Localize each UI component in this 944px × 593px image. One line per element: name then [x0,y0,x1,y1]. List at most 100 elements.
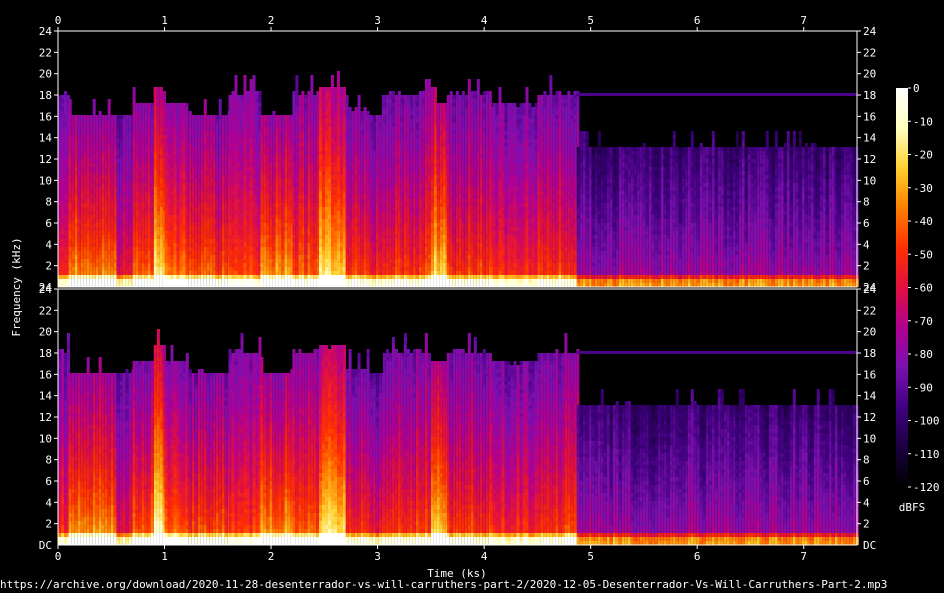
y-tick-label-left: 4 [45,238,52,251]
x-tick-label-bottom: 4 [481,550,488,563]
channel-1-segment [447,79,492,287]
channel-2-segment [537,333,579,545]
channel-1-segment [165,103,189,287]
y-tick-label-left: 20 [39,68,52,81]
y-tick-label-right: 10 [863,174,876,187]
y-tick-label-left: 8 [45,196,52,209]
channel-2-segment [319,345,346,545]
y-tick-label-left: 10 [39,174,52,187]
y-tick-label-right: 6 [863,217,870,230]
channel-2-segment [186,353,231,545]
y-tick-label-left: 14 [39,132,53,145]
y-tick-label-right: 18 [863,347,876,360]
channel-2-segment [117,369,135,545]
colorbar-tick-label: -90 [913,381,933,394]
channel-1-segment [346,95,370,287]
channel-1-segment [260,111,293,287]
y-tick-label-right: 8 [863,454,870,467]
y-tick-label-right: 20 [863,68,876,81]
y-tick-label-left: 10 [39,432,52,445]
colorbar-tick-label: -120 [913,481,940,494]
colorbar-tick-label: -30 [913,182,933,195]
y-tick-label-right: 4 [863,496,870,509]
y-tick-label-left: 18 [39,347,52,360]
channel-1-segment [133,87,157,287]
x-tick-label-top: 5 [587,14,594,27]
y-tick-label-right: 6 [863,475,870,488]
x-tick-label-bottom: 5 [587,550,594,563]
y-tick-label-left: 22 [39,304,52,317]
y-tick-label-right: 2 [863,260,870,273]
x-tick-label-top: 4 [481,14,488,27]
colorbar-tick-label: -110 [913,448,940,461]
colorbar-tick-label: 0 [913,82,920,95]
y-tick-label-left: 6 [45,475,52,488]
y-tick-label-left: 24 [39,283,53,296]
y-tick-label-left: 8 [45,454,52,467]
channel-2-segment [383,333,431,545]
x-tick-label-bottom: 6 [694,550,701,563]
colorbar: 0-10-20-30-40-50-60-70-80-90-100-110-120 [896,82,940,494]
y-tick-label-left: 6 [45,217,52,230]
channel-2-segment [346,349,370,545]
channel-2-segment [260,357,293,545]
channel-2-residual-band [577,351,857,354]
colorbar-gradient [896,88,908,487]
colorbar-tick-label: -60 [913,282,933,295]
y-bottom-label-left: DC [39,539,52,552]
channel-1-segment [383,79,431,287]
y-tick-label-right: 8 [863,196,870,209]
channel-2-segment [490,361,538,545]
y-tick-label-left: 12 [39,153,52,166]
y-tick-label-right: 22 [863,46,876,59]
channel-2-segment [58,333,70,545]
y-tick-label-left: 22 [39,46,52,59]
x-tick-label-top: 0 [55,14,62,27]
y-tick-label-left: 20 [39,326,52,339]
y-tick-label-right: 4 [863,238,870,251]
channel-1-segment [292,75,319,287]
y-tick-label-left: 16 [39,110,52,123]
y-tick-label-left: 24 [39,25,53,38]
x-tick-label-bottom: 3 [374,550,381,563]
y-bottom-label-right: DC [863,539,876,552]
y-tick-label-right: 14 [863,390,877,403]
channel-1-segment [577,131,859,287]
y-tick-label-right: 2 [863,518,870,531]
colorbar-tick-label: -100 [913,415,940,428]
channel-1-segment [154,87,166,287]
channel-2-segment [69,357,117,545]
colorbar-tick-label: -20 [913,149,933,162]
channel-2-segment [133,345,157,545]
y-tick-label-right: 16 [863,110,876,123]
source-url-footer: https://archive.org/download/2020-11-28-… [0,578,887,591]
y-tick-label-left: 4 [45,496,52,509]
channel-2-segment [367,373,385,545]
colorbar-tick-label: -50 [913,248,933,261]
channel-1-segment [117,115,135,287]
channel-1-segment [319,71,346,287]
channel-2-panel [58,289,859,545]
channel-2-segment [229,333,262,545]
x-tick-label-top: 1 [161,14,168,27]
channel-1-segment [431,87,449,287]
colorbar-tick-label: -40 [913,215,933,228]
colorbar-tick-label: -10 [913,115,933,128]
x-tick-label-top: 3 [374,14,381,27]
channel-1-panel [58,31,859,287]
x-tick-label-bottom: 0 [55,550,62,563]
y-tick-label-right: 24 [863,25,877,38]
channel-1-residual-band [577,93,857,96]
x-tick-label-bottom: 2 [268,550,275,563]
y-tick-label-right: 12 [863,153,876,166]
y-tick-label-right: 14 [863,132,877,145]
channel-2-segment [165,345,189,545]
y-tick-label-right: 16 [863,368,876,381]
channel-1-segment [58,91,70,287]
channel-1-segment [186,99,231,287]
channel-2-segment [431,361,449,545]
x-tick-label-bottom: 7 [800,550,807,563]
x-tick-label-bottom: 1 [161,550,168,563]
